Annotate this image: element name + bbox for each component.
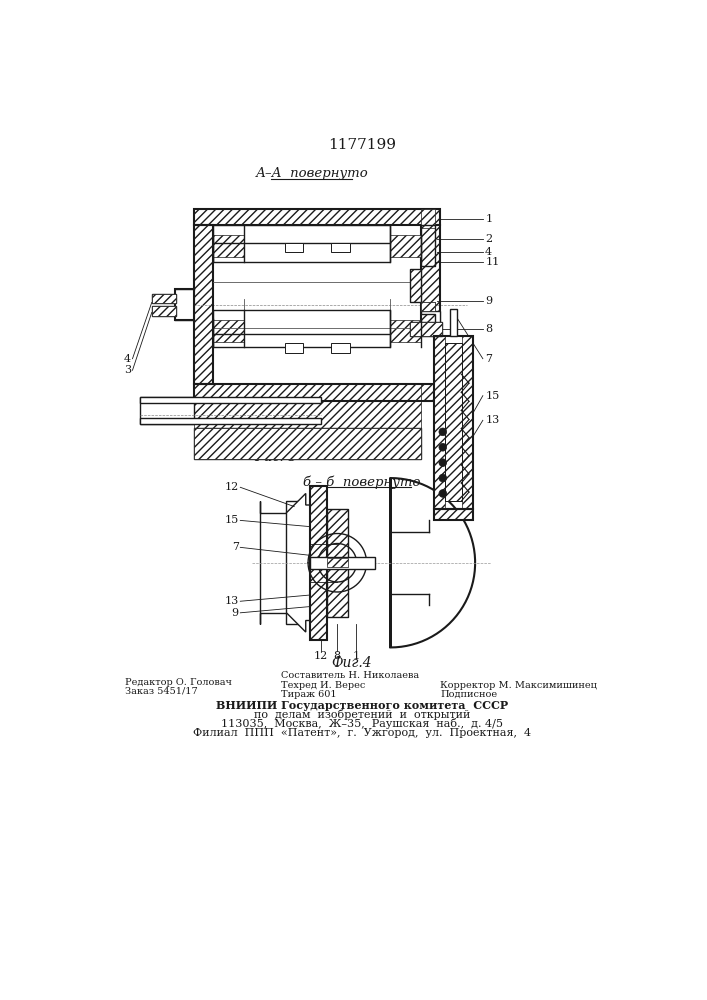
Circle shape — [439, 474, 447, 482]
Bar — [434, 509, 473, 520]
Text: Тираж 601: Тираж 601 — [281, 690, 337, 699]
Text: 1177199: 1177199 — [328, 138, 396, 152]
Bar — [194, 428, 421, 459]
Text: 15: 15 — [485, 391, 499, 401]
Text: 3: 3 — [124, 365, 131, 375]
Bar — [140, 418, 321, 424]
Text: Редактор О. Головач: Редактор О. Головач — [125, 678, 232, 687]
Text: А–А  повернуто: А–А повернуто — [255, 167, 368, 180]
Bar — [390, 320, 421, 342]
Bar — [285, 343, 303, 353]
Bar — [194, 209, 440, 225]
Bar — [409, 269, 421, 302]
Bar — [194, 209, 440, 225]
Bar — [445, 343, 462, 501]
Bar — [310, 486, 327, 640]
Bar — [140, 397, 194, 424]
Text: Фиг. 3: Фиг. 3 — [252, 450, 298, 464]
Bar — [152, 294, 176, 303]
Bar — [140, 397, 321, 403]
Polygon shape — [286, 493, 321, 632]
Bar — [331, 243, 350, 252]
Polygon shape — [259, 501, 302, 624]
Bar — [327, 558, 348, 567]
Bar — [434, 336, 473, 509]
Bar — [421, 302, 435, 311]
Text: Техред И. Верес: Техред И. Верес — [281, 681, 366, 690]
Text: Составитель Н. Николаева: Составитель Н. Николаева — [281, 671, 419, 680]
Bar — [310, 486, 327, 640]
Text: ВНИИПИ Государственного комитета  СССР: ВНИИПИ Государственного комитета СССР — [216, 700, 508, 711]
Text: 8: 8 — [485, 324, 492, 334]
Bar — [434, 509, 473, 520]
Bar — [194, 428, 421, 459]
Text: 12: 12 — [314, 651, 328, 661]
Text: 113035,  Москва,  Ж–35,  Раушская  наб.,  д. 4/5: 113035, Москва, Ж–35, Раушская наб., д. … — [221, 718, 503, 729]
Bar — [194, 384, 440, 401]
Circle shape — [439, 490, 447, 497]
Bar — [409, 269, 421, 302]
Bar — [194, 384, 421, 401]
Bar — [214, 310, 390, 347]
Bar — [285, 243, 303, 252]
Bar — [214, 235, 244, 257]
Bar — [421, 225, 440, 336]
Bar — [421, 225, 435, 266]
Bar — [194, 384, 440, 401]
Circle shape — [439, 428, 447, 436]
Bar — [450, 309, 457, 336]
Bar — [214, 320, 244, 342]
Text: 12: 12 — [225, 482, 239, 492]
Text: 9: 9 — [485, 296, 492, 306]
Bar — [434, 336, 445, 509]
Text: 13: 13 — [485, 415, 499, 425]
Text: 9: 9 — [232, 608, 239, 618]
Bar — [331, 343, 350, 353]
Text: Заказ 5451/17: Заказ 5451/17 — [125, 687, 197, 696]
Text: Фиг.4: Фиг.4 — [332, 656, 373, 670]
Text: 4: 4 — [485, 247, 492, 257]
Text: 1: 1 — [485, 214, 492, 224]
Bar — [445, 343, 462, 501]
Text: 11: 11 — [485, 257, 499, 267]
Text: Корректор М. Максимишинец: Корректор М. Максимишинец — [440, 681, 597, 690]
Bar — [421, 209, 435, 228]
Text: 15: 15 — [225, 515, 239, 525]
Text: 7: 7 — [232, 542, 239, 552]
Bar — [327, 509, 348, 617]
Bar — [214, 225, 390, 262]
Text: Подписное: Подписное — [440, 690, 498, 699]
Bar — [152, 306, 176, 316]
Text: 2: 2 — [485, 234, 492, 244]
Bar — [421, 225, 440, 336]
Bar — [152, 294, 176, 303]
Text: по  делам  изобретений  и  открытий: по делам изобретений и открытий — [254, 709, 470, 720]
Bar — [421, 302, 435, 311]
Bar — [327, 509, 348, 617]
Bar — [194, 225, 214, 384]
Text: 13: 13 — [225, 596, 239, 606]
Text: 4: 4 — [124, 354, 131, 364]
Text: Филиал  ППП  «Патент»,  г.  Ужгород,  ул.  Проектная,  4: Филиал ППП «Патент», г. Ужгород, ул. Про… — [193, 728, 531, 738]
Text: 7: 7 — [485, 354, 492, 364]
Bar — [421, 225, 435, 266]
Bar — [462, 336, 473, 509]
Bar — [194, 225, 214, 384]
Bar — [409, 322, 442, 336]
Circle shape — [439, 459, 447, 466]
Polygon shape — [390, 478, 475, 647]
Bar — [409, 322, 442, 336]
Text: б – б  повернуто: б – б повернуто — [303, 475, 421, 489]
Text: 8: 8 — [333, 651, 340, 661]
Text: 1: 1 — [352, 651, 359, 661]
Bar — [152, 306, 176, 316]
Polygon shape — [421, 311, 440, 336]
Bar — [175, 289, 194, 320]
Bar — [390, 235, 421, 257]
Bar — [194, 401, 421, 428]
Circle shape — [439, 443, 447, 451]
Bar — [310, 557, 375, 569]
